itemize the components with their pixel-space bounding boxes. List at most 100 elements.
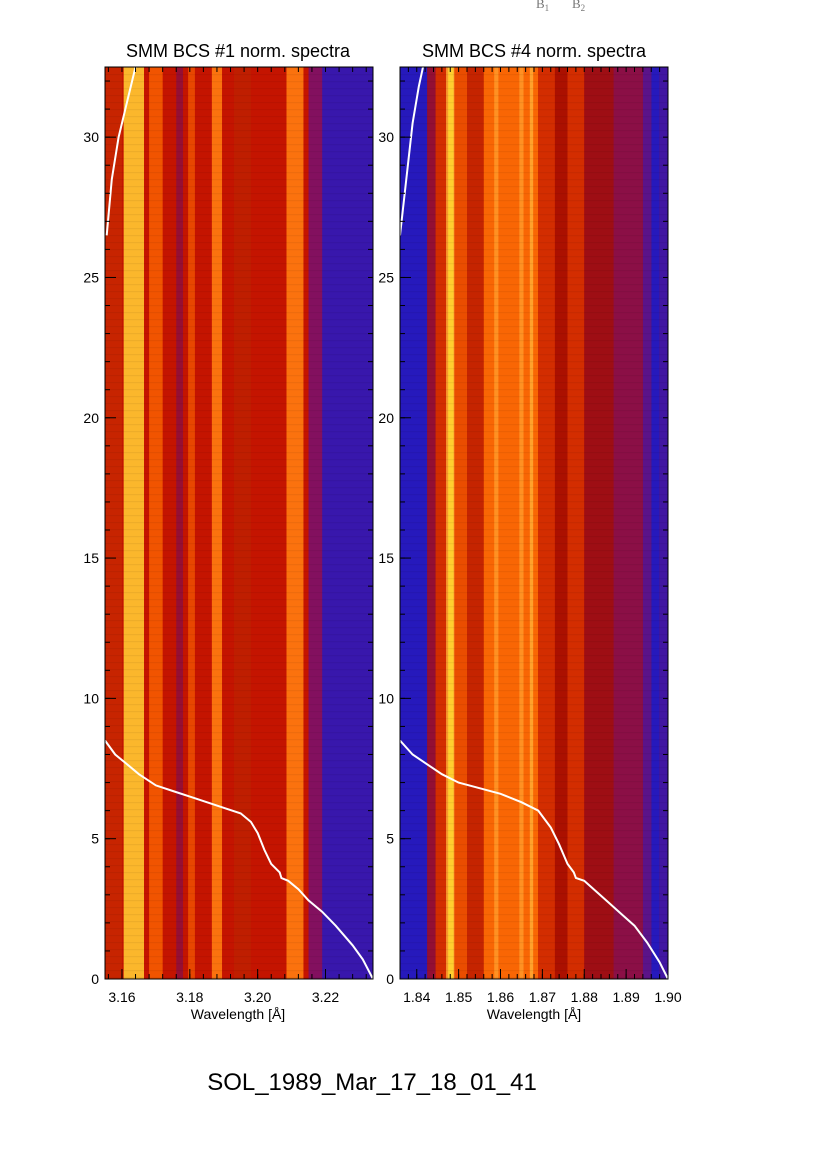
- spectral-band: [494, 67, 499, 979]
- texture-line: [105, 333, 373, 335]
- texture-line: [400, 81, 668, 83]
- overlay-curve: [400, 739, 668, 979]
- texture-line: [400, 277, 668, 279]
- overlay-curve: [105, 739, 373, 979]
- texture-line: [105, 144, 373, 146]
- spectral-band: [538, 67, 555, 979]
- texture-line: [400, 459, 668, 461]
- texture-line: [400, 613, 668, 615]
- texture-line: [105, 620, 373, 622]
- overlay-curve: [105, 67, 137, 236]
- x-ticks-bcs1: 3.16 3.18 3.20 3.22: [107, 67, 367, 1005]
- x-tick-label: 1.85: [445, 989, 472, 1005]
- texture-line: [400, 305, 668, 307]
- texture-line: [105, 214, 373, 216]
- texture-line: [105, 508, 373, 510]
- texture-line: [105, 466, 373, 468]
- texture-line: [400, 165, 668, 167]
- texture-line: [105, 396, 373, 398]
- texture-line: [400, 501, 668, 503]
- texture-line: [105, 641, 373, 643]
- texture-line: [400, 655, 668, 657]
- texture-line: [400, 193, 668, 195]
- y-tick-label: 25: [83, 269, 99, 285]
- texture-line: [105, 81, 373, 83]
- texture-line: [400, 228, 668, 230]
- texture-line: [400, 830, 668, 832]
- texture-line: [400, 172, 668, 174]
- texture-line: [105, 116, 373, 118]
- texture-line: [400, 207, 668, 209]
- texture-line: [105, 697, 373, 699]
- texture-line: [105, 823, 373, 825]
- texture-line: [105, 655, 373, 657]
- texture-line: [400, 746, 668, 748]
- texture-line: [105, 536, 373, 538]
- event-title: SOL_1989_Mar_17_18_01_41: [207, 1069, 537, 1096]
- texture-line: [400, 354, 668, 356]
- plot-frame-bcs1: [104, 66, 374, 980]
- texture-line: [400, 186, 668, 188]
- texture-line: [105, 319, 373, 321]
- texture-line: [105, 368, 373, 370]
- texture-line: [400, 109, 668, 111]
- texture-line: [105, 543, 373, 545]
- texture-line: [400, 340, 668, 342]
- texture-line: [105, 564, 373, 566]
- texture-line: [400, 879, 668, 881]
- texture-line: [400, 823, 668, 825]
- texture-line: [400, 543, 668, 545]
- texture-line: [105, 438, 373, 440]
- texture-line: [105, 228, 373, 230]
- texture-line: [105, 326, 373, 328]
- texture-line: [400, 445, 668, 447]
- texture-line: [400, 781, 668, 783]
- spectral-band: [659, 67, 668, 979]
- texture-line: [400, 403, 668, 405]
- corner-label-b2: B2: [572, 0, 585, 13]
- y-tick-label: 30: [378, 129, 394, 145]
- texture-line: [105, 788, 373, 790]
- texture-line: [400, 711, 668, 713]
- x-tick-label: 1.90: [654, 989, 681, 1005]
- texture-line: [105, 606, 373, 608]
- y-tick-label: 10: [378, 690, 394, 706]
- texture-line: [105, 921, 373, 923]
- y-tick-label: 20: [83, 410, 99, 426]
- spectral-band: [584, 67, 614, 979]
- texture-line: [105, 809, 373, 811]
- texture-line: [105, 137, 373, 139]
- texture-line: [105, 487, 373, 489]
- texture-line: [105, 445, 373, 447]
- texture-line: [400, 494, 668, 496]
- x-ticks-bcs4: 1.84 1.85 1.86 1.87 1.88 1.89 1.90: [399, 67, 682, 1005]
- texture-line: [105, 130, 373, 132]
- texture-line: [105, 970, 373, 972]
- texture-line: [105, 634, 373, 636]
- spectral-band: [322, 67, 373, 979]
- spectral-band: [427, 67, 436, 979]
- y-ticks-bcs1: 0 5 10 15 20 25 30: [83, 80, 373, 987]
- texture-line: [400, 480, 668, 482]
- texture-line: [400, 690, 668, 692]
- overlay-curve: [400, 67, 424, 236]
- texture-line: [105, 151, 373, 153]
- texture-line: [400, 95, 668, 97]
- texture-line: [105, 494, 373, 496]
- texture-line: [400, 557, 668, 559]
- texture-line: [400, 508, 668, 510]
- texture-line: [400, 522, 668, 524]
- texture-line: [400, 704, 668, 706]
- texture-line: [105, 816, 373, 818]
- texture-line: [105, 886, 373, 888]
- texture-line: [400, 487, 668, 489]
- texture-line: [105, 746, 373, 748]
- spectral-band: [176, 67, 184, 979]
- spectral-band: [483, 67, 539, 979]
- texture-line: [400, 564, 668, 566]
- spectral-band: [233, 67, 251, 979]
- x-tick-label: 3.16: [108, 989, 135, 1005]
- texture-line: [400, 263, 668, 265]
- texture-line: [400, 144, 668, 146]
- texture-line: [400, 130, 668, 132]
